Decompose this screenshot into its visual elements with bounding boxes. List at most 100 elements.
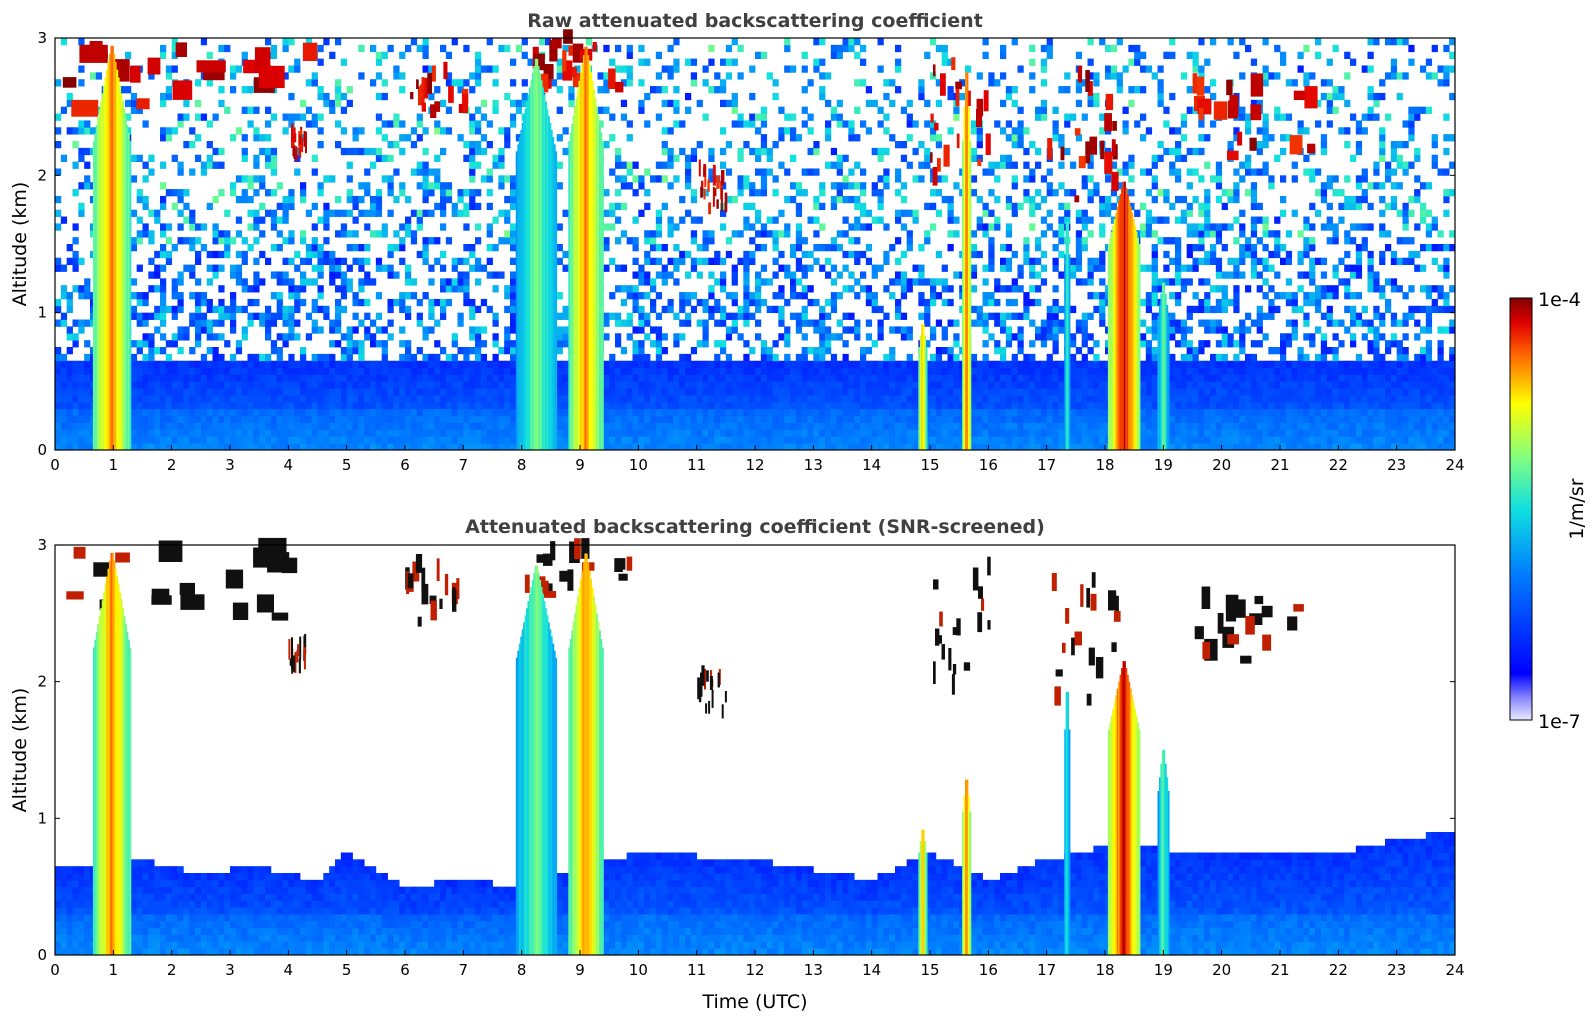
heatmap-cell <box>900 408 908 417</box>
heatmap-cell <box>877 38 884 46</box>
heatmap-cell <box>282 127 289 135</box>
heatmap-cell <box>842 154 849 162</box>
heatmap-cell <box>364 408 371 417</box>
heatmap-cell <box>270 292 278 300</box>
heatmap-cell <box>130 401 138 410</box>
heatmap-cell <box>842 44 849 53</box>
heatmap-cell <box>160 250 167 259</box>
heatmap-cell <box>603 333 610 341</box>
heatmap-cell <box>504 333 511 341</box>
heatmap-cell <box>399 401 406 410</box>
heatmap-cell <box>795 422 803 430</box>
heatmap-cell <box>918 161 925 169</box>
heatmap-cell <box>486 189 493 197</box>
heatmap-cell <box>358 278 365 286</box>
heatmap-cell <box>416 443 423 451</box>
heatmap-cell <box>200 168 208 176</box>
heatmap-cell <box>906 333 913 341</box>
heatmap-cell <box>387 120 394 128</box>
heatmap-cell <box>743 401 750 410</box>
heatmap-cell <box>790 395 797 403</box>
heatmap-cell <box>270 408 278 417</box>
heatmap-cell <box>650 436 657 444</box>
heatmap-cell <box>422 408 429 417</box>
heatmap-cell <box>778 209 785 217</box>
heatmap-cell <box>358 44 365 53</box>
heatmap-cell <box>947 443 954 451</box>
heatmap-cell <box>737 388 744 396</box>
heatmap-cell <box>428 367 435 375</box>
heatmap-cell <box>760 347 768 355</box>
heatmap-cell <box>947 388 954 396</box>
heatmap-cell <box>358 127 365 135</box>
heatmap-cell <box>813 388 820 396</box>
heatmap-cell <box>1023 436 1030 444</box>
heatmap-cell <box>638 395 645 403</box>
heatmap-cell <box>393 360 400 368</box>
heatmap-cell <box>288 360 295 368</box>
heatmap-cell <box>171 202 178 211</box>
heatmap-cell <box>305 408 313 417</box>
heatmap-cell <box>900 182 908 190</box>
heatmap-cell <box>620 388 628 396</box>
heatmap-cell <box>790 367 797 375</box>
heatmap-cell <box>848 374 855 382</box>
heatmap-cell <box>486 271 493 279</box>
heatmap-cell <box>766 395 773 403</box>
heatmap-cell <box>620 285 628 293</box>
heatmap-cell <box>434 257 441 265</box>
heatmap-cell <box>393 374 400 382</box>
heatmap-cell <box>311 388 318 396</box>
heatmap-cell <box>755 147 762 156</box>
heatmap-cell <box>288 415 295 423</box>
heatmap-cell <box>667 305 674 314</box>
heatmap-cell <box>195 422 202 430</box>
heatmap-cell <box>399 353 406 362</box>
heatmap-cell <box>317 44 324 53</box>
heatmap-cell <box>1075 257 1083 265</box>
heatmap-cell <box>340 278 348 286</box>
heatmap-cell <box>270 113 278 121</box>
heatmap-cell <box>924 230 931 238</box>
heatmap-cell <box>72 237 79 245</box>
heatmap-cell <box>370 79 377 87</box>
heatmap-cell <box>702 65 709 73</box>
heatmap-cell <box>626 65 633 73</box>
heatmap-cell <box>947 422 954 430</box>
heatmap-cell <box>405 44 412 53</box>
heatmap-cell <box>358 195 365 204</box>
heatmap-cell <box>399 237 406 245</box>
heatmap-cell <box>638 381 645 389</box>
heatmap-cell <box>375 202 383 211</box>
heatmap-cell <box>329 264 336 272</box>
heatmap-cell <box>55 395 62 403</box>
heatmap-cell <box>399 305 406 314</box>
heatmap-cell <box>755 381 762 389</box>
heatmap-cell <box>900 312 908 320</box>
heatmap-cell <box>183 408 190 417</box>
heatmap-cell <box>329 401 336 410</box>
heatmap-cell <box>620 422 628 430</box>
heatmap-cell <box>848 429 855 437</box>
heatmap-cell <box>731 92 738 101</box>
heatmap-cell <box>305 388 313 396</box>
heatmap-cell <box>784 401 791 410</box>
heatmap-cell <box>860 381 867 389</box>
heatmap-cell <box>504 216 511 224</box>
heatmap-cell <box>288 408 295 417</box>
heatmap-cell <box>755 244 762 252</box>
heatmap-cell <box>906 353 913 362</box>
heatmap-cell <box>615 374 622 382</box>
heatmap-cell <box>323 209 330 217</box>
heatmap-cell <box>1070 408 1077 417</box>
heatmap-cell <box>696 429 703 437</box>
heatmap-cell <box>416 429 423 437</box>
heatmap-cell <box>346 347 353 355</box>
heatmap-cell <box>889 381 896 389</box>
heatmap-cell <box>749 113 756 121</box>
heatmap-cell <box>510 195 517 204</box>
heatmap-cell <box>1040 44 1048 53</box>
heatmap-cell <box>486 168 493 176</box>
heatmap-cell <box>784 271 791 279</box>
heatmap-cell <box>480 340 488 348</box>
